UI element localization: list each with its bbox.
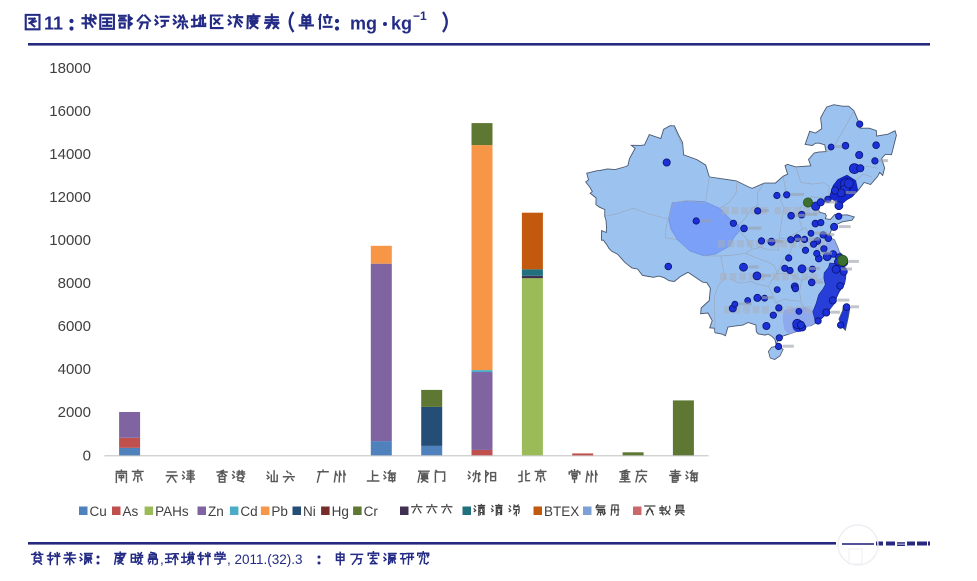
svg-text:,: , bbox=[160, 552, 164, 567]
svg-text:Hg: Hg bbox=[332, 504, 349, 519]
svg-text:mg: mg bbox=[350, 14, 377, 34]
svg-text:10000: 10000 bbox=[49, 232, 91, 249]
svg-text:PAHs: PAHs bbox=[155, 504, 189, 519]
svg-text:Pb: Pb bbox=[271, 504, 288, 519]
svg-text:As: As bbox=[123, 504, 139, 519]
svg-text:18000: 18000 bbox=[49, 60, 91, 77]
svg-text:8000: 8000 bbox=[58, 275, 91, 292]
svg-text:11: 11 bbox=[44, 14, 63, 34]
svg-text:4000: 4000 bbox=[58, 361, 91, 378]
svg-text:12000: 12000 bbox=[49, 189, 91, 206]
svg-text:14000: 14000 bbox=[49, 146, 91, 163]
svg-text:Cd: Cd bbox=[240, 504, 257, 519]
svg-text:Cr: Cr bbox=[364, 504, 379, 519]
svg-text:−1: −1 bbox=[413, 9, 427, 23]
svg-text:Ni: Ni bbox=[303, 504, 316, 519]
svg-text:BTEX: BTEX bbox=[544, 504, 579, 519]
svg-text:2000: 2000 bbox=[58, 404, 91, 421]
svg-text:, 2011.(32).3: , 2011.(32).3 bbox=[227, 552, 303, 567]
svg-text:Zn: Zn bbox=[208, 504, 224, 519]
svg-text:6000: 6000 bbox=[58, 318, 91, 335]
svg-text:16000: 16000 bbox=[49, 103, 91, 120]
svg-text:0: 0 bbox=[83, 447, 91, 464]
svg-text:kg: kg bbox=[391, 14, 412, 34]
svg-text:Cu: Cu bbox=[90, 504, 107, 519]
